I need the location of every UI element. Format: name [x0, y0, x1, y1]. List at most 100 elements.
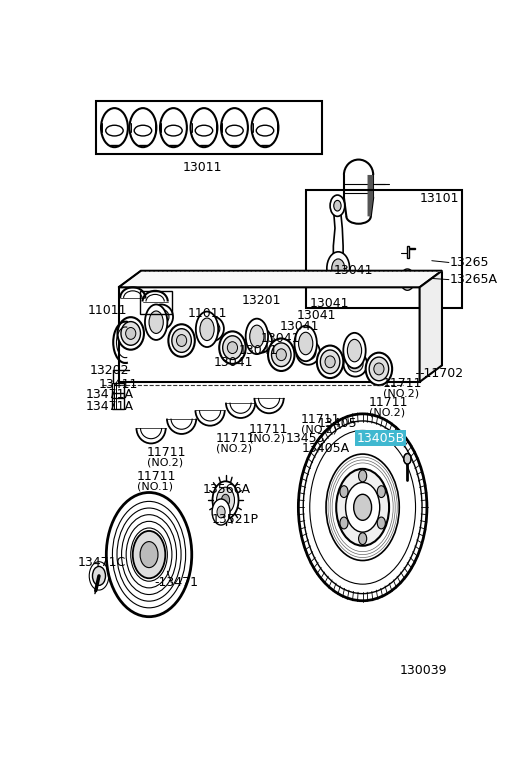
Ellipse shape [268, 339, 295, 371]
Text: 13471A: 13471A [86, 389, 134, 402]
Circle shape [326, 454, 400, 561]
Text: -13471: -13471 [154, 577, 198, 590]
Ellipse shape [169, 324, 195, 357]
Text: 13566A: 13566A [203, 483, 251, 496]
Ellipse shape [320, 350, 340, 374]
Circle shape [251, 108, 278, 147]
Text: 13101: 13101 [419, 192, 459, 205]
Ellipse shape [223, 336, 242, 359]
Text: (NO.1): (NO.1) [137, 481, 173, 491]
Text: 13521P: 13521P [211, 512, 258, 525]
Ellipse shape [195, 125, 213, 136]
Polygon shape [407, 246, 415, 258]
Ellipse shape [201, 316, 224, 341]
Ellipse shape [153, 310, 169, 325]
Circle shape [303, 421, 422, 594]
Circle shape [217, 487, 235, 513]
Text: 11711: 11711 [383, 377, 423, 390]
Ellipse shape [374, 363, 384, 375]
Ellipse shape [227, 342, 237, 353]
Text: 13405: 13405 [318, 417, 358, 430]
Text: 13041: 13041 [334, 264, 374, 277]
Ellipse shape [256, 125, 274, 136]
Circle shape [217, 506, 225, 518]
Circle shape [359, 533, 366, 545]
Ellipse shape [145, 304, 167, 340]
Ellipse shape [248, 328, 272, 353]
Text: -11702: -11702 [419, 366, 464, 379]
Circle shape [403, 273, 412, 286]
Text: (NO.2): (NO.2) [216, 443, 253, 453]
Circle shape [332, 259, 345, 278]
Text: 13405A: 13405A [301, 442, 350, 455]
Ellipse shape [196, 312, 218, 347]
Text: 13041: 13041 [213, 356, 253, 369]
Ellipse shape [134, 125, 152, 136]
Ellipse shape [296, 340, 320, 365]
Text: 130039: 130039 [399, 664, 447, 677]
Text: 13471C: 13471C [78, 556, 126, 569]
Text: 13265A: 13265A [450, 273, 498, 286]
Polygon shape [333, 207, 343, 268]
Circle shape [354, 495, 372, 520]
Circle shape [106, 492, 192, 617]
Ellipse shape [348, 356, 363, 372]
Circle shape [336, 468, 389, 546]
Ellipse shape [325, 356, 335, 368]
Circle shape [404, 453, 411, 464]
Ellipse shape [165, 125, 182, 136]
Ellipse shape [219, 331, 246, 364]
Text: 11711: 11711 [137, 470, 176, 483]
Text: 13405B: 13405B [356, 432, 405, 445]
Circle shape [160, 108, 187, 147]
Circle shape [345, 482, 380, 532]
Text: 13453: 13453 [286, 432, 325, 445]
Text: 13041: 13041 [296, 310, 336, 323]
Ellipse shape [343, 333, 366, 369]
Circle shape [330, 195, 345, 217]
Ellipse shape [121, 322, 141, 346]
Circle shape [212, 499, 230, 525]
Text: 11711: 11711 [301, 413, 340, 426]
Circle shape [298, 414, 427, 601]
Text: 13202: 13202 [90, 363, 130, 376]
Text: 13041: 13041 [238, 344, 278, 357]
Ellipse shape [250, 325, 264, 348]
Ellipse shape [246, 319, 268, 354]
Ellipse shape [176, 335, 187, 346]
Ellipse shape [366, 353, 392, 386]
Ellipse shape [149, 311, 163, 333]
Polygon shape [419, 271, 442, 382]
Ellipse shape [295, 326, 317, 361]
Ellipse shape [276, 349, 286, 361]
Ellipse shape [348, 339, 362, 362]
Ellipse shape [253, 333, 268, 348]
Text: 11711: 11711 [216, 432, 256, 445]
Text: 13041: 13041 [310, 296, 349, 310]
Text: (NO.2): (NO.2) [147, 458, 183, 468]
Circle shape [377, 485, 385, 498]
Text: 11011: 11011 [88, 304, 128, 317]
Ellipse shape [172, 329, 191, 353]
Polygon shape [368, 175, 373, 217]
Text: 13265: 13265 [450, 256, 490, 269]
Text: (NO.2): (NO.2) [383, 388, 419, 398]
Text: (NO.2): (NO.2) [249, 434, 285, 444]
Circle shape [334, 200, 341, 211]
Text: 13041: 13041 [261, 333, 300, 346]
Circle shape [213, 482, 238, 519]
Ellipse shape [125, 327, 136, 339]
Text: 13411: 13411 [98, 379, 138, 392]
Text: 11711: 11711 [147, 446, 186, 459]
Circle shape [359, 470, 366, 482]
Ellipse shape [226, 125, 243, 136]
Text: (NO.2): (NO.2) [369, 407, 405, 417]
Ellipse shape [299, 333, 313, 355]
Circle shape [140, 541, 158, 568]
Text: 13471A: 13471A [86, 400, 134, 413]
Ellipse shape [106, 125, 123, 136]
Ellipse shape [200, 318, 214, 340]
Circle shape [133, 531, 165, 578]
Circle shape [340, 517, 348, 529]
Circle shape [400, 269, 415, 290]
